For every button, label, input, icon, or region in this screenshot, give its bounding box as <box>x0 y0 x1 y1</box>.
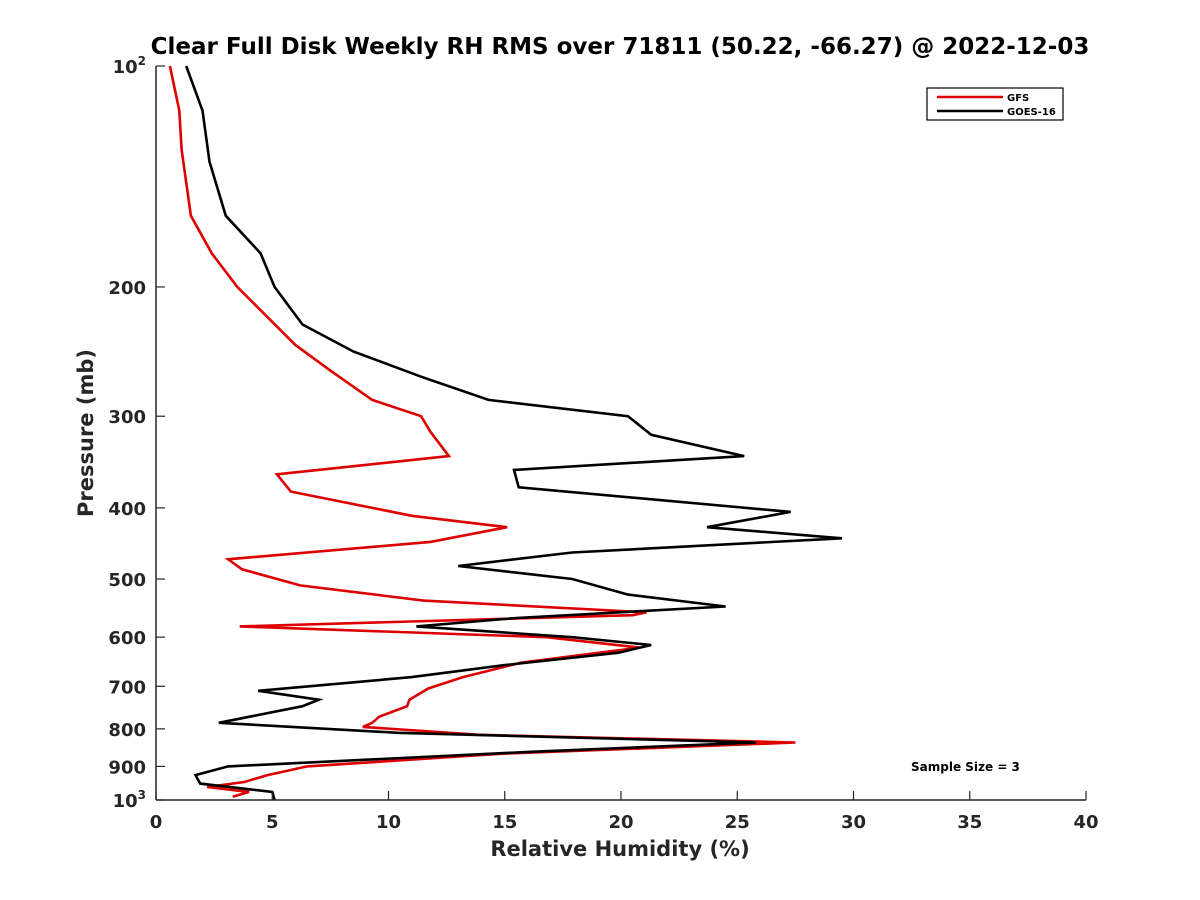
y-tick-label: 102 <box>113 54 146 78</box>
y-tick-label: 300 <box>108 407 146 428</box>
x-tick-label: 10 <box>376 812 401 833</box>
x-tick-label: 20 <box>608 812 633 833</box>
x-tick-label: 5 <box>266 812 279 833</box>
y-tick-label: 200 <box>108 278 146 299</box>
y-tick-label: 400 <box>108 499 146 520</box>
x-tick-label: 35 <box>957 812 982 833</box>
legend: GFS GOES-16 <box>926 87 1064 121</box>
y-ticks: 102 200 300 400 500 600 700 800 900 103 <box>108 54 165 812</box>
y-tick-label: 600 <box>108 628 146 649</box>
x-tick-label: 30 <box>841 812 866 833</box>
x-tick-label: 25 <box>725 812 750 833</box>
x-tick-label: 15 <box>492 812 517 833</box>
x-tick-label: 40 <box>1073 812 1098 833</box>
x-tick-label: 0 <box>150 812 163 833</box>
y-tick-label: 700 <box>108 677 146 698</box>
legend-label-gfs: GFS <box>1007 93 1029 104</box>
sample-size-annotation: Sample Size = 3 <box>911 760 1020 774</box>
y-tick-label: 500 <box>108 570 146 591</box>
x-ticks: 0 5 10 15 20 25 30 35 40 <box>150 791 1099 833</box>
legend-box <box>926 87 1064 121</box>
y-axis-label: Pressure (mb) <box>74 349 98 517</box>
y-tick-label: 900 <box>108 757 146 778</box>
x-axis-label: Relative Humidity (%) <box>490 837 749 861</box>
series-line-goes16 <box>184 65 843 801</box>
legend-label-goes16: GOES-16 <box>1007 107 1056 118</box>
series-group <box>168 65 843 801</box>
chart-title: Clear Full Disk Weekly RH RMS over 71811… <box>151 34 1090 60</box>
y-tick-label: 800 <box>108 720 146 741</box>
y-tick-label: 103 <box>113 788 146 812</box>
series-line-gfs <box>168 65 796 799</box>
